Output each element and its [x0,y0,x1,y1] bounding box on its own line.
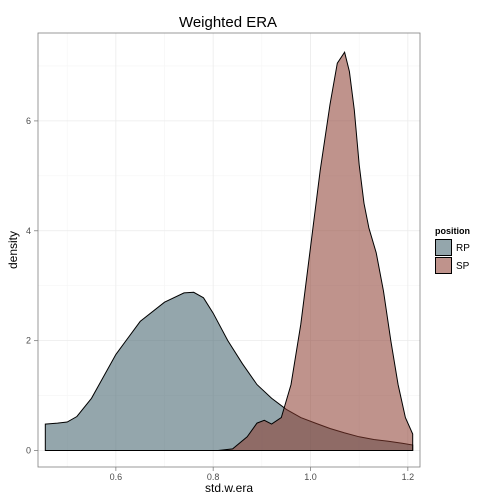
legend-title: position [435,226,470,236]
density-areas [44,50,414,451]
density-area-sp [218,50,414,451]
x-tick-label: 1.2 [402,472,415,482]
x-axis-title: std.w.era [205,481,253,495]
legend-key-sp [435,257,452,274]
y-tick-label: 2 [26,336,31,346]
x-axis: 0.6 0.8 1.0 1.2 [110,467,414,482]
legend-label-sp: SP [456,261,470,272]
y-axis: 0 2 4 6 [26,116,38,456]
legend: position RP SP [435,226,470,274]
y-tick-label: 4 [26,226,31,236]
legend-label-rp: RP [456,243,470,254]
legend-key-rp [435,239,452,256]
x-tick-label: 0.8 [207,472,220,482]
y-tick-label: 0 [26,446,31,456]
x-tick-label: 1.0 [304,472,317,482]
chart-title: Weighted ERA [179,14,277,31]
y-axis-title: density [6,231,20,269]
x-tick-label: 0.6 [110,472,123,482]
y-tick-label: 6 [26,116,31,126]
plot-panel [37,32,421,468]
